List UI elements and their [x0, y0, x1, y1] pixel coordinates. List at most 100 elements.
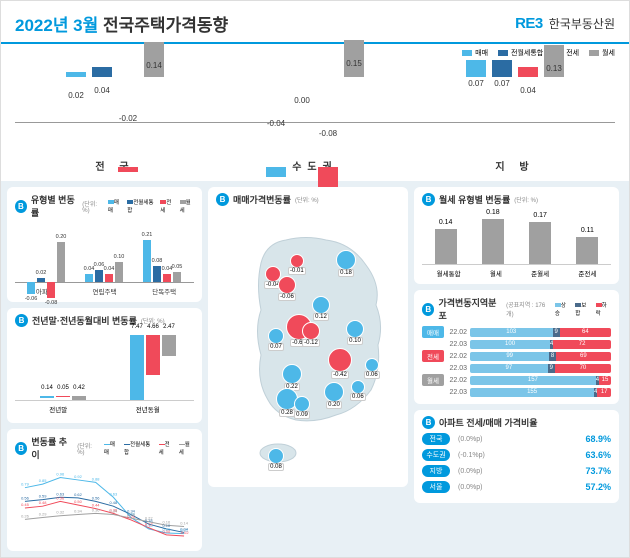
svg-text:0.48: 0.48 [39, 500, 48, 505]
svg-text:0.32: 0.32 [56, 510, 64, 515]
cat-label: 전년동월 [136, 404, 160, 414]
map-point-충남: 0.07 [268, 328, 284, 351]
cat-label: 월세통합 [437, 268, 461, 278]
svg-text:0.16: 0.16 [163, 519, 172, 524]
dist-row: 22.03 97970 [422, 364, 611, 373]
dashboard: 2022년 3월 전국주택가격동향 RE3 한국부동산원 매매전월세통합전세월세… [0, 0, 630, 558]
mini-bar: 0.20 [57, 242, 65, 282]
panel-title: 변동률 추이 [31, 435, 73, 461]
svg-text:0.56: 0.56 [92, 495, 101, 500]
trend-svg: 0.790.850.960.920.880.630.290.100.030.02… [15, 465, 194, 545]
legend-item: 전월세통합 [124, 440, 154, 456]
wolse-chart: 0.140.180.170.11 [422, 210, 611, 265]
svg-text:0.92: 0.92 [74, 474, 82, 479]
legend-item: 전세 [159, 440, 174, 456]
panel-title: 매매가격변동률 [233, 193, 291, 206]
map-point-경남: 0.20 [324, 382, 344, 409]
trend-chart-panel: B 변동률 추이 (단위: %) 매매전월세통합전세월세 0.790.850.9… [7, 429, 202, 551]
svg-text:0.96: 0.96 [56, 472, 65, 477]
svg-text:0.59: 0.59 [39, 494, 48, 499]
ratio-row: 서울 (0.0%p) 57.2% [422, 481, 611, 493]
yoy-bar: 7.47 [130, 335, 144, 400]
svg-text:0.29: 0.29 [39, 512, 48, 517]
map-point-충북: 0.12 [312, 296, 330, 321]
top-cat-label: 수도권 [215, 152, 415, 173]
svg-text:0.12: 0.12 [145, 522, 153, 527]
map-point-울산: 0.06 [364, 358, 380, 379]
type-chart: -0.060.02-0.080.200.040.060.040.100.210.… [15, 223, 194, 283]
panel-unit: (단위: %) [514, 195, 538, 204]
cat-label: 준월세 [531, 268, 549, 278]
svg-text:0.62: 0.62 [74, 492, 82, 497]
title-prefix: 2022년 3월 [15, 16, 98, 35]
panel-icon: B [422, 303, 434, 316]
logo: RE3 한국부동산원 [515, 15, 615, 32]
legend-item: 상승 [555, 301, 570, 317]
panel-icon: B [216, 193, 229, 206]
dist-panel: B 가격변동지역분포 (공표지역 : 176개) 상승보합하락 매매 22.02… [414, 290, 619, 404]
cat-label: 아파트 [15, 286, 75, 296]
panel-unit: (공표지역 : 176개) [506, 300, 551, 318]
main-legend: 매매전월세통합전세월세 [1, 44, 629, 62]
svg-text:0.36: 0.36 [92, 507, 101, 512]
svg-text:0.63: 0.63 [109, 491, 118, 496]
map-point-경북: 0.10 [346, 320, 364, 345]
svg-text:0.34: 0.34 [74, 509, 83, 514]
page-title: 2022년 3월 전국주택가격동향 [15, 11, 228, 36]
logo-mark: RE3 [515, 15, 543, 32]
yoy-bar: 2.47 [162, 335, 176, 357]
map-point-전북: 0.22 [282, 364, 302, 391]
yoy-bar: 0.14 [40, 396, 54, 397]
mini-bar: -0.08 [47, 282, 55, 298]
top-cat-label: 전 국 [15, 152, 215, 173]
cat-label: 전년말 [49, 404, 67, 414]
wolse-bar: 0.11 [576, 237, 598, 265]
panel-unit: (단위: %) [82, 199, 104, 214]
mini-bar: 0.10 [115, 262, 123, 282]
panel-title: 전년말·전년동월대비 변동률 [32, 314, 137, 327]
map-point-서울: -0.01 [288, 254, 306, 275]
mini-bar: 0.04 [163, 274, 171, 282]
ratio-row: 지방 (0.0%p) 73.7% [422, 465, 611, 477]
map-point-전남: 0.09 [294, 396, 310, 419]
mini-legend: 매매전월세통합전세월세 [108, 198, 194, 214]
mini-bar: 0.04 [105, 274, 113, 282]
mini-bar: 0.04 [85, 274, 93, 282]
top-group: 0.02 0.04 -0.02 0.14 전 국 [15, 62, 215, 173]
wolse-cats: 월세통합월세준월세준전세 [422, 268, 611, 278]
dist-body: 매매 22.02 103964 22.03 100472 전세 22.02 99… [422, 326, 611, 397]
wolse-bar: 0.18 [482, 219, 504, 264]
map-point-대전: -0.12 [302, 322, 320, 347]
panel-title: 가격변동지역분포 [438, 296, 502, 322]
svg-text:0.00: 0.00 [163, 529, 172, 534]
panel-grid: B 유형별 변동률 (단위: %) 매매전월세통합전세월세 -0.060.02-… [1, 181, 629, 557]
mini-legend: 매매전월세통합전세월세 [104, 440, 194, 456]
panel-icon: B [15, 314, 28, 327]
yoy-chart-panel: B 전년말·전년동월대비 변동률 (단위: %) 0.140.050.427.4… [7, 308, 202, 423]
svg-text:0.34: 0.34 [109, 509, 118, 514]
dist-legend: 상승보합하락 [555, 301, 611, 317]
map-point-경기: -0.06 [278, 276, 296, 301]
svg-text:0.28: 0.28 [127, 512, 136, 517]
panel-unit: (단위: %) [77, 441, 100, 456]
panel-icon: B [15, 200, 27, 213]
svg-text:0.26: 0.26 [21, 513, 30, 518]
panel-title: 월세 유형별 변동률 [439, 193, 510, 206]
mini-bar: 0.05 [173, 272, 181, 282]
cat-label: 연립주택 [75, 286, 135, 296]
top-group: 0.07 0.07 0.04 0.13 지 방 [415, 62, 615, 173]
mini-bar: -0.06 [27, 282, 35, 294]
dist-row: 매매 22.02 103964 [422, 326, 611, 338]
svg-text:0.79: 0.79 [21, 482, 30, 487]
panel-icon: B [422, 193, 435, 206]
legend-item: 월세 [180, 198, 194, 214]
wolse-bar: 0.17 [529, 222, 551, 265]
dist-row: 22.03 155417 [422, 388, 611, 397]
logo-text: 한국부동산원 [549, 15, 615, 32]
panel-title: 아파트 전세/매매 가격비율 [439, 416, 538, 429]
yoy-chart: 0.140.050.427.474.662.47 [15, 331, 194, 401]
trend-chart: 0.790.850.960.920.880.630.290.100.030.02… [15, 465, 194, 545]
panel-title: 유형별 변동률 [31, 193, 78, 219]
legend-item: 전월세통합 [498, 48, 543, 58]
legend-item: 하락 [596, 301, 611, 317]
